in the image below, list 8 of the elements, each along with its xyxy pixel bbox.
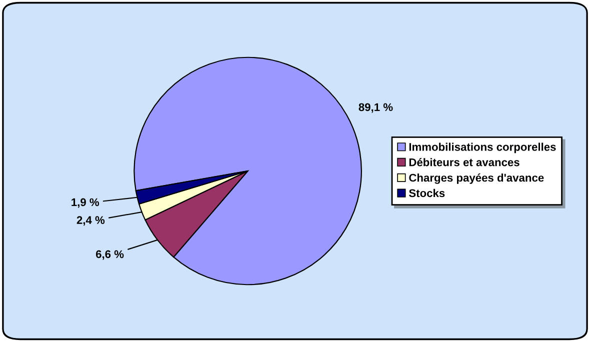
legend-label: Stocks [408, 188, 445, 198]
data-label: 1,9 % [72, 198, 100, 208]
legend-label: Immobilisations corporelles [409, 142, 556, 154]
data-label: 2,4 % [76, 216, 105, 226]
data-label: 89,1 % [358, 103, 393, 113]
legend-label: Charges payées d'avance [409, 173, 544, 184]
data-label: 6,6 % [96, 250, 124, 260]
legend-label: Débiteurs et avances [409, 158, 520, 166]
